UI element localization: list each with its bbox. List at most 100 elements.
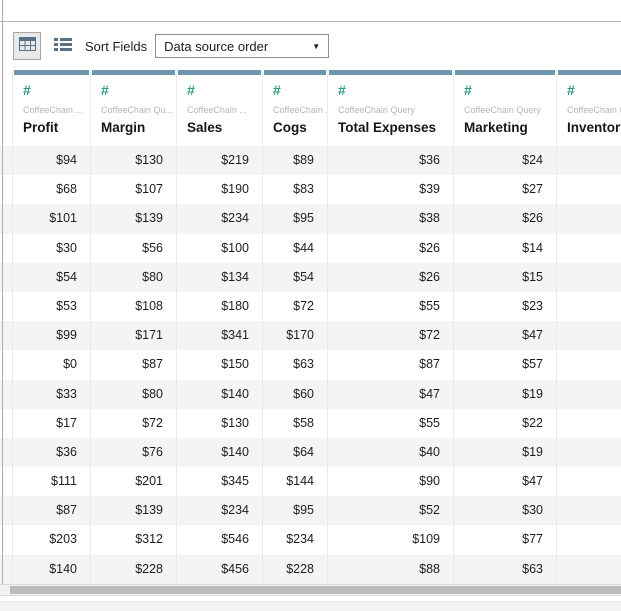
table-row: $203 $312 $546 $234 $109 $77: [0, 525, 621, 555]
cell-inventory: [557, 555, 621, 584]
row-gutter: [0, 437, 13, 468]
cell-marketing: $19: [454, 437, 557, 468]
sort-fields-label: Sort Fields: [85, 38, 148, 54]
cell-marketing: $19: [454, 379, 557, 409]
cell-profit: $140: [13, 554, 91, 584]
cell-margin: $171: [91, 321, 177, 351]
cell-sales: $140: [177, 379, 263, 409]
cell-inventory: [557, 467, 621, 496]
table-row: $54 $80 $134 $54 $26 $15: [0, 262, 621, 292]
cell-marketing: $47: [454, 321, 557, 351]
column-table-name: CoffeeChain Query: [338, 105, 415, 115]
cell-total-expenses: $38: [328, 204, 454, 234]
cell-total-expenses: $55: [328, 408, 454, 438]
table-row: $87 $139 $234 $95 $52 $30: [0, 496, 621, 526]
table-row: $30 $56 $100 $44 $26 $14: [0, 233, 621, 263]
cell-margin: $312: [91, 525, 177, 555]
column-field-name: Marketing: [464, 120, 528, 135]
cell-marketing: $14: [454, 233, 557, 263]
column-header-total-expenses[interactable]: # CoffeeChain Query Total Expenses: [328, 70, 454, 146]
cell-profit: $68: [13, 175, 91, 205]
cell-marketing: $22: [454, 408, 557, 438]
cell-sales: $546: [177, 525, 263, 555]
grid-view-icon: [18, 36, 36, 56]
cell-profit: $203: [13, 525, 91, 555]
column-header-cogs[interactable]: # CoffeeChain ... Cogs: [263, 70, 328, 146]
scrollbar-thumb[interactable]: [10, 586, 621, 594]
cell-inventory: [557, 496, 621, 525]
column-table-name: CoffeeChain ...: [187, 105, 247, 115]
cell-cogs: $89: [263, 146, 328, 176]
cell-margin: $139: [91, 496, 177, 526]
list-view-icon: [54, 37, 72, 56]
row-gutter: [0, 525, 13, 555]
column-field-name: Cogs: [273, 120, 307, 135]
table-row: $111 $201 $345 $144 $90 $47: [0, 467, 621, 497]
toolbar-top-divider: [0, 21, 621, 22]
cell-total-expenses: $72: [328, 321, 454, 351]
number-type-icon: #: [187, 82, 195, 98]
cell-cogs: $44: [263, 233, 328, 263]
horizontal-scrollbar[interactable]: [0, 584, 621, 596]
column-header-margin[interactable]: # CoffeeChain Qu... Margin: [91, 70, 177, 146]
cell-margin: $87: [91, 350, 177, 380]
cell-profit: $36: [13, 437, 91, 468]
column-header-sales[interactable]: # CoffeeChain ... Sales: [177, 70, 263, 146]
column-field-name: Profit: [23, 120, 59, 135]
column-accent-bar: [92, 70, 175, 75]
cell-inventory: [557, 321, 621, 350]
cell-cogs: $144: [263, 467, 328, 497]
row-gutter: [0, 233, 13, 263]
column-table-name: CoffeeChain Query: [567, 105, 621, 115]
grid-body: $94 $130 $219 $89 $36 $24 $68 $107 $190 $83 $39 $27…: [0, 146, 621, 584]
cell-total-expenses: $40: [328, 437, 454, 468]
cell-total-expenses: $26: [328, 262, 454, 292]
cell-total-expenses: $88: [328, 554, 454, 584]
cell-marketing: $63: [454, 554, 557, 584]
cell-profit: $30: [13, 233, 91, 263]
table-row: $140 $228 $456 $228 $88 $63: [0, 554, 621, 584]
cell-cogs: $95: [263, 496, 328, 526]
list-view-button[interactable]: [50, 33, 76, 59]
number-type-icon: #: [273, 82, 281, 98]
cell-margin: $72: [91, 408, 177, 438]
cell-marketing: $27: [454, 175, 557, 205]
column-header-profit[interactable]: # CoffeeChain ... Profit: [13, 70, 91, 146]
table-row: $53 $108 $180 $72 $55 $23: [0, 291, 621, 322]
cell-sales: $100: [177, 233, 263, 263]
cell-margin: $56: [91, 233, 177, 263]
cell-margin: $76: [91, 437, 177, 468]
row-gutter: [0, 321, 13, 351]
cell-margin: $201: [91, 467, 177, 497]
row-gutter: [0, 350, 13, 380]
table-row: $68 $107 $190 $83 $39 $27: [0, 175, 621, 205]
cell-profit: $87: [13, 496, 91, 526]
cell-inventory: [557, 292, 621, 321]
sort-fields-dropdown[interactable]: Data source order ▼: [155, 34, 330, 58]
column-header-marketing[interactable]: # CoffeeChain Query Marketing: [454, 70, 557, 146]
grid-view-button[interactable]: [13, 32, 41, 60]
cell-cogs: $72: [263, 291, 328, 322]
cell-sales: $234: [177, 204, 263, 234]
cell-marketing: $30: [454, 496, 557, 526]
cell-inventory: [557, 380, 621, 409]
cell-cogs: $170: [263, 321, 328, 351]
column-field-name: Margin: [101, 120, 146, 135]
cell-inventory: [557, 438, 621, 467]
cell-inventory: [557, 175, 621, 204]
column-table-name: CoffeeChain Qu...: [101, 105, 173, 115]
cell-profit: $53: [13, 291, 91, 322]
cell-cogs: $63: [263, 350, 328, 380]
cell-profit: $94: [13, 146, 91, 176]
cell-profit: $111: [13, 467, 91, 497]
cell-cogs: $83: [263, 175, 328, 205]
cell-inventory: [557, 409, 621, 438]
table-row: $101 $139 $234 $95 $38 $26: [0, 204, 621, 234]
row-gutter: [0, 554, 13, 584]
column-header-inventory[interactable]: # CoffeeChain Query Inventory: [557, 70, 621, 146]
number-type-icon: #: [567, 82, 575, 98]
table-row: $33 $80 $140 $60 $47 $19: [0, 379, 621, 409]
cell-sales: $456: [177, 554, 263, 584]
cell-total-expenses: $39: [328, 175, 454, 205]
cell-sales: $140: [177, 437, 263, 468]
